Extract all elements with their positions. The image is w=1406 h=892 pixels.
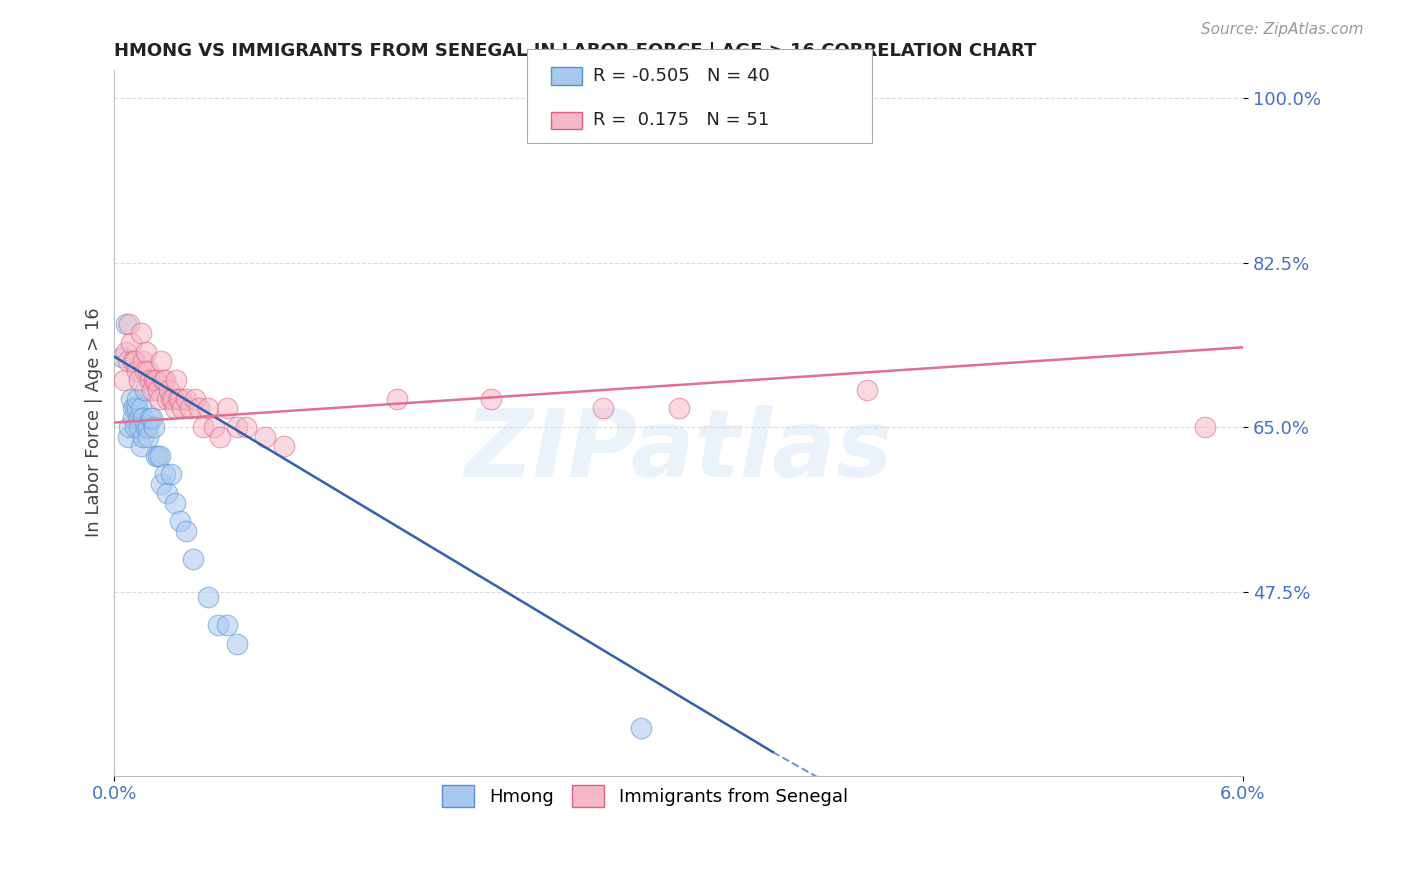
- Point: [235, 420, 257, 434]
- Point: [160, 392, 183, 406]
- Text: R =  0.175   N = 51: R = 0.175 N = 51: [593, 112, 769, 129]
- Point: [855, 383, 877, 397]
- Point: [114, 345, 136, 359]
- Point: [167, 392, 190, 406]
- Point: [134, 383, 156, 397]
- Point: [120, 335, 142, 350]
- Point: [1194, 420, 1216, 434]
- Point: [253, 430, 276, 444]
- Point: [136, 364, 159, 378]
- Point: [668, 401, 690, 416]
- Point: [207, 618, 229, 632]
- Point: [122, 354, 145, 368]
- Text: HMONG VS IMMIGRANTS FROM SENEGAL IN LABOR FORCE | AGE > 16 CORRELATION CHART: HMONG VS IMMIGRANTS FROM SENEGAL IN LABO…: [114, 42, 1036, 60]
- Point: [125, 401, 148, 416]
- Point: [179, 401, 201, 416]
- Point: [135, 345, 157, 359]
- Point: [188, 401, 211, 416]
- Point: [136, 420, 159, 434]
- Point: [139, 373, 162, 387]
- Point: [225, 637, 247, 651]
- Point: [150, 354, 173, 368]
- Point: [162, 392, 184, 406]
- Legend: Hmong, Immigrants from Senegal: Hmong, Immigrants from Senegal: [433, 776, 856, 816]
- Point: [169, 515, 191, 529]
- Point: [125, 364, 148, 378]
- Point: [141, 410, 163, 425]
- Point: [174, 392, 197, 406]
- Point: [163, 495, 186, 509]
- Point: [184, 392, 207, 406]
- Point: [117, 354, 139, 368]
- Point: [592, 401, 614, 416]
- Point: [208, 430, 231, 444]
- Point: [166, 373, 188, 387]
- Point: [160, 467, 183, 482]
- Point: [129, 326, 152, 341]
- Point: [129, 439, 152, 453]
- Point: [153, 467, 176, 482]
- Point: [148, 449, 170, 463]
- Point: [157, 383, 180, 397]
- Point: [124, 354, 146, 368]
- Point: [156, 486, 179, 500]
- Point: [142, 420, 165, 434]
- Point: [112, 373, 135, 387]
- Point: [136, 430, 159, 444]
- Point: [183, 552, 205, 566]
- Point: [273, 439, 295, 453]
- Point: [191, 420, 214, 434]
- Point: [128, 373, 150, 387]
- Point: [479, 392, 502, 406]
- Point: [135, 420, 157, 434]
- Point: [385, 392, 408, 406]
- Point: [146, 449, 169, 463]
- Text: Source: ZipAtlas.com: Source: ZipAtlas.com: [1201, 22, 1364, 37]
- Point: [124, 420, 146, 434]
- Point: [202, 420, 225, 434]
- Point: [145, 373, 167, 387]
- Point: [118, 317, 141, 331]
- Point: [217, 401, 239, 416]
- Point: [129, 401, 152, 416]
- Point: [145, 449, 167, 463]
- Point: [148, 392, 170, 406]
- Point: [197, 401, 219, 416]
- Point: [174, 524, 197, 538]
- Point: [128, 420, 150, 434]
- Point: [146, 383, 169, 397]
- Point: [139, 410, 162, 425]
- Point: [169, 392, 191, 406]
- Point: [217, 618, 239, 632]
- Point: [131, 410, 153, 425]
- Point: [111, 350, 134, 364]
- Point: [197, 590, 219, 604]
- Point: [152, 373, 174, 387]
- Point: [225, 420, 247, 434]
- Point: [122, 401, 145, 416]
- Point: [128, 410, 150, 425]
- Text: ZIPatlas: ZIPatlas: [464, 405, 893, 497]
- Point: [141, 383, 163, 397]
- Point: [114, 317, 136, 331]
- Point: [117, 430, 139, 444]
- Point: [156, 392, 179, 406]
- Y-axis label: In Labor Force | Age > 16: In Labor Force | Age > 16: [86, 308, 103, 537]
- Point: [120, 392, 142, 406]
- Point: [125, 392, 148, 406]
- Point: [142, 373, 165, 387]
- Point: [163, 401, 186, 416]
- Point: [172, 401, 194, 416]
- Point: [153, 373, 176, 387]
- Point: [134, 364, 156, 378]
- Point: [131, 430, 153, 444]
- Text: R = -0.505   N = 40: R = -0.505 N = 40: [593, 67, 770, 85]
- Point: [150, 476, 173, 491]
- Point: [118, 420, 141, 434]
- Point: [124, 401, 146, 416]
- Point: [630, 722, 652, 736]
- Point: [122, 410, 145, 425]
- Point: [131, 354, 153, 368]
